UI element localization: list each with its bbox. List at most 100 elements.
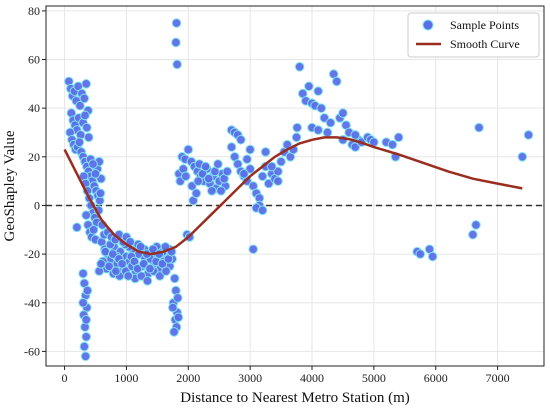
sample-point [267,161,277,172]
sample-point [80,110,90,121]
sample-point [276,156,286,167]
sample-point [88,224,99,235]
sample-point [471,220,481,230]
legend-box [407,12,540,58]
sample-point [78,268,88,279]
y-tick-label: 80 [28,4,40,18]
sample-point [319,113,330,123]
sample-point [387,139,398,150]
sample-point [523,130,534,140]
sample-point [257,205,268,216]
x-tick-label: 7000 [486,371,510,385]
sample-point [313,125,323,135]
sample-point [200,161,211,172]
sample-point [75,100,85,111]
sample-point [273,166,283,177]
sample-point [239,169,249,179]
x-tick-label: 4000 [300,371,324,385]
legend: Sample Points Smooth Curve [407,12,540,58]
legend-label-smooth-curve: Smooth Curve [450,37,520,51]
sample-point [142,276,153,286]
sample-point [95,188,106,199]
sample-point [171,37,181,48]
sample-point [292,122,302,133]
sample-point [183,144,194,155]
sample-point [193,176,203,186]
sample-point [82,285,93,296]
sample-point [172,293,183,303]
y-axis-title: GeoShapley Value [2,130,18,241]
sample-point [81,314,92,325]
sample-point [242,154,252,165]
sample-point [350,130,361,140]
grid [46,6,544,366]
sample-point [203,173,214,184]
y-tick-label: 60 [28,53,40,67]
sample-point [338,108,348,118]
sample-point [191,188,202,199]
legend-marker-sample-points [422,19,434,31]
sample-point [313,86,323,96]
sample-point [316,103,327,113]
smooth-curve-line [63,136,523,256]
sample-point [393,132,404,143]
sample-point [111,266,121,276]
sample-point [257,171,268,182]
sample-point [169,273,180,284]
sample-point [90,169,101,179]
sample-point [169,327,179,337]
sample-point [74,137,85,148]
sample-point [248,244,259,255]
sample-point [82,122,92,133]
sample-point [78,297,88,308]
sample-point [213,159,223,169]
sample-point [245,164,255,174]
sample-point [331,76,342,87]
x-axis-ticks: 0 1000 2000 3000 4000 5000 6000 7000 [62,366,510,385]
sample-point [88,159,98,169]
y-tick-label: -60 [24,344,40,358]
sample-point [81,79,92,89]
sample-point [117,259,127,269]
sample-point [181,171,191,182]
sample-point [325,117,336,128]
sample-point [123,271,134,281]
sample-point [226,142,237,152]
sample-point [468,229,478,240]
sample-point [415,249,426,259]
sample-point [187,181,197,191]
x-axis-title: Distance to Nearest Metro Station (m) [180,390,410,406]
sample-point [260,147,271,157]
sample-point [173,312,184,323]
sample-point [138,259,149,269]
sample-point [263,178,274,189]
sample-point [474,122,484,133]
sample-point [80,351,91,362]
sample-point [236,134,246,145]
x-tick-label: 1000 [114,371,138,385]
sample-point [304,81,314,92]
sample-point [79,341,90,352]
sample-point [245,144,255,155]
sample-point [168,302,178,313]
y-tick-label: 20 [28,150,40,164]
sample-point [427,251,438,262]
sample-points [64,18,534,362]
y-tick-label: -20 [24,247,40,261]
sample-point [79,93,90,104]
sample-point [171,18,182,28]
sample-point [273,176,283,186]
sample-point [172,59,182,70]
sample-point [72,222,82,233]
x-tick-label: 3000 [238,371,262,385]
smooth-curve [63,136,523,256]
sample-point [322,127,333,138]
legend-label-sample-points: Sample Points [450,18,519,32]
sample-point [81,332,92,342]
sample-point [132,263,143,274]
y-axis-ticks: -60 -40 -20 0 20 40 60 80 [24,4,46,358]
sample-point [517,152,528,162]
x-tick-label: 6000 [424,371,448,385]
